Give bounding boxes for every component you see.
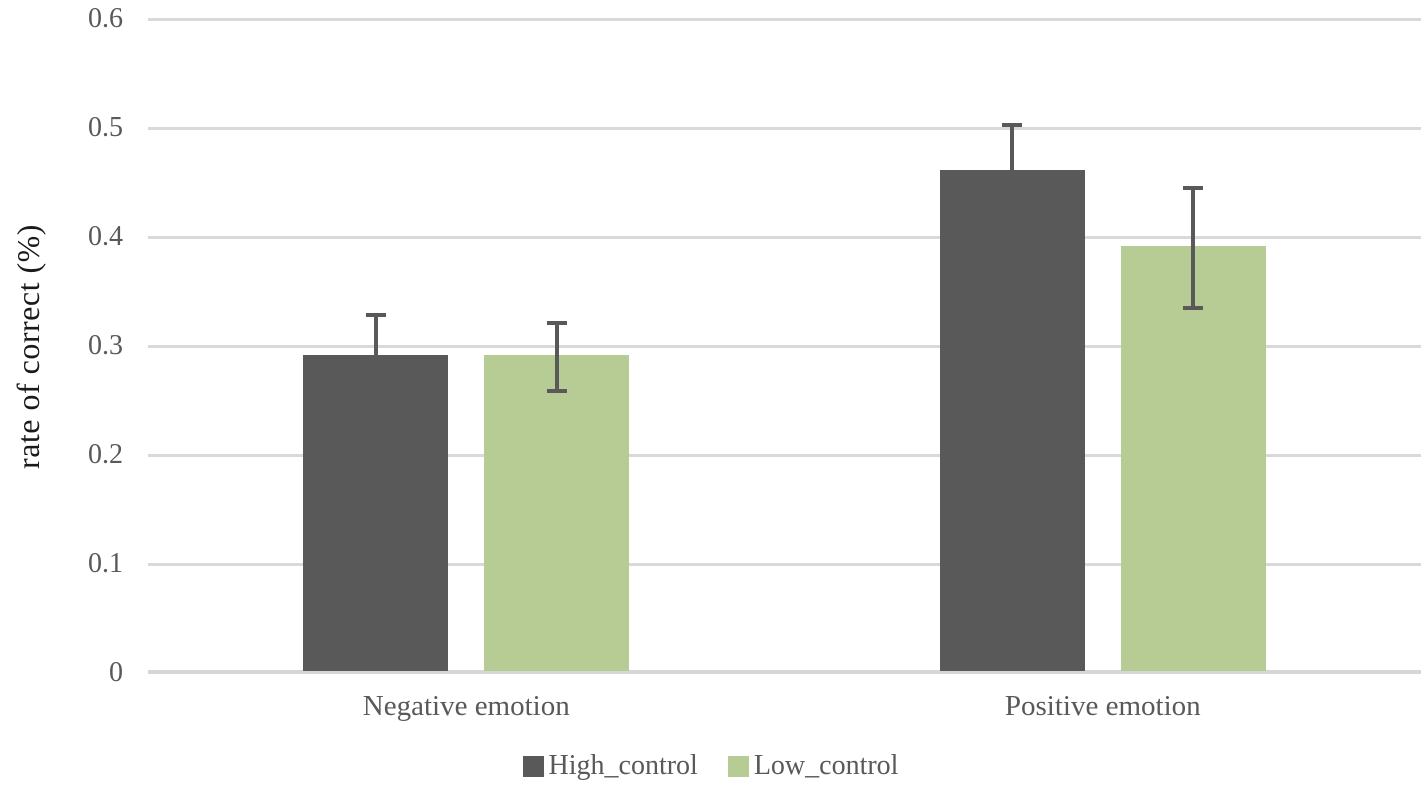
error-bar-stem xyxy=(373,313,378,401)
gridline xyxy=(148,236,1421,239)
y-axis-tick-label: 0.2 xyxy=(88,439,123,470)
x-axis-category-label: Negative emotion xyxy=(362,690,570,722)
legend-label: Low_control xyxy=(753,750,899,781)
x-axis-line xyxy=(148,670,1421,674)
error-bar-bottom-cap xyxy=(365,396,386,401)
legend-label: High_control xyxy=(548,750,698,781)
legend-item-high-control: High_control xyxy=(522,750,698,782)
gridline xyxy=(148,18,1421,21)
gridline xyxy=(148,127,1421,130)
y-axis-tick-label: 0.5 xyxy=(88,112,123,143)
error-bar-bottom-cap xyxy=(546,388,567,393)
legend-swatch xyxy=(727,755,749,777)
plot-area xyxy=(148,18,1421,674)
error-bar-top-cap xyxy=(1183,185,1204,190)
bar-low-control-positive-emotion xyxy=(1120,245,1266,671)
y-axis-tick-label: 0.3 xyxy=(88,330,123,361)
x-axis-category-label: Positive emotion xyxy=(1004,690,1201,722)
bar-low-control-negative-emotion xyxy=(484,354,630,671)
error-bar-top-cap xyxy=(365,313,386,318)
error-bar-stem xyxy=(1191,185,1196,311)
error-bar-stem xyxy=(1010,122,1015,221)
legend-item-low-control: Low_control xyxy=(727,750,899,782)
error-bar-bottom-cap xyxy=(1002,216,1023,221)
y-axis-tick-label: 0.6 xyxy=(88,3,123,34)
y-axis-tick-label: 0.4 xyxy=(88,221,123,252)
error-bar-top-cap xyxy=(1002,122,1023,127)
gridline xyxy=(148,454,1421,457)
bar-high-control-negative-emotion xyxy=(303,354,449,671)
gridline xyxy=(148,345,1421,348)
error-bar-top-cap xyxy=(546,320,567,325)
error-bar-high-control-positive-emotion xyxy=(1002,122,1023,221)
gridline xyxy=(148,563,1421,566)
error-bar-low-control-positive-emotion xyxy=(1183,185,1204,311)
y-axis-tick-label: 0.1 xyxy=(88,548,123,579)
y-axis-tick-label: 0 xyxy=(109,657,123,688)
error-bar-low-control-negative-emotion xyxy=(546,320,567,393)
legend: High_control Low_control xyxy=(0,750,1421,782)
bar-high-control-positive-emotion xyxy=(939,169,1085,671)
error-bar-bottom-cap xyxy=(1183,306,1204,311)
error-bar-high-control-negative-emotion xyxy=(365,313,386,401)
error-bar-stem xyxy=(554,320,559,393)
legend-swatch xyxy=(522,755,544,777)
